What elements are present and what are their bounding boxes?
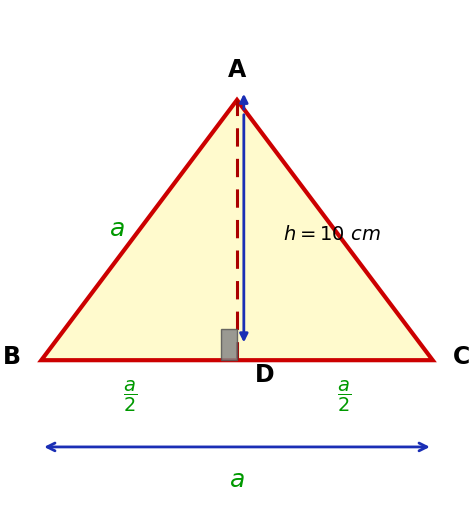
Bar <box>220 329 237 360</box>
Text: $h = 10$ cm: $h = 10$ cm <box>283 225 380 244</box>
Text: D: D <box>255 363 275 387</box>
Text: A: A <box>228 58 246 82</box>
Polygon shape <box>41 100 433 360</box>
Text: B: B <box>3 345 21 369</box>
Text: C: C <box>453 345 470 369</box>
Text: $a$: $a$ <box>229 468 245 492</box>
Text: $\dfrac{a}{2}$: $\dfrac{a}{2}$ <box>337 379 351 413</box>
Text: $\dfrac{a}{2}$: $\dfrac{a}{2}$ <box>123 379 137 413</box>
Text: $a$: $a$ <box>109 217 124 241</box>
